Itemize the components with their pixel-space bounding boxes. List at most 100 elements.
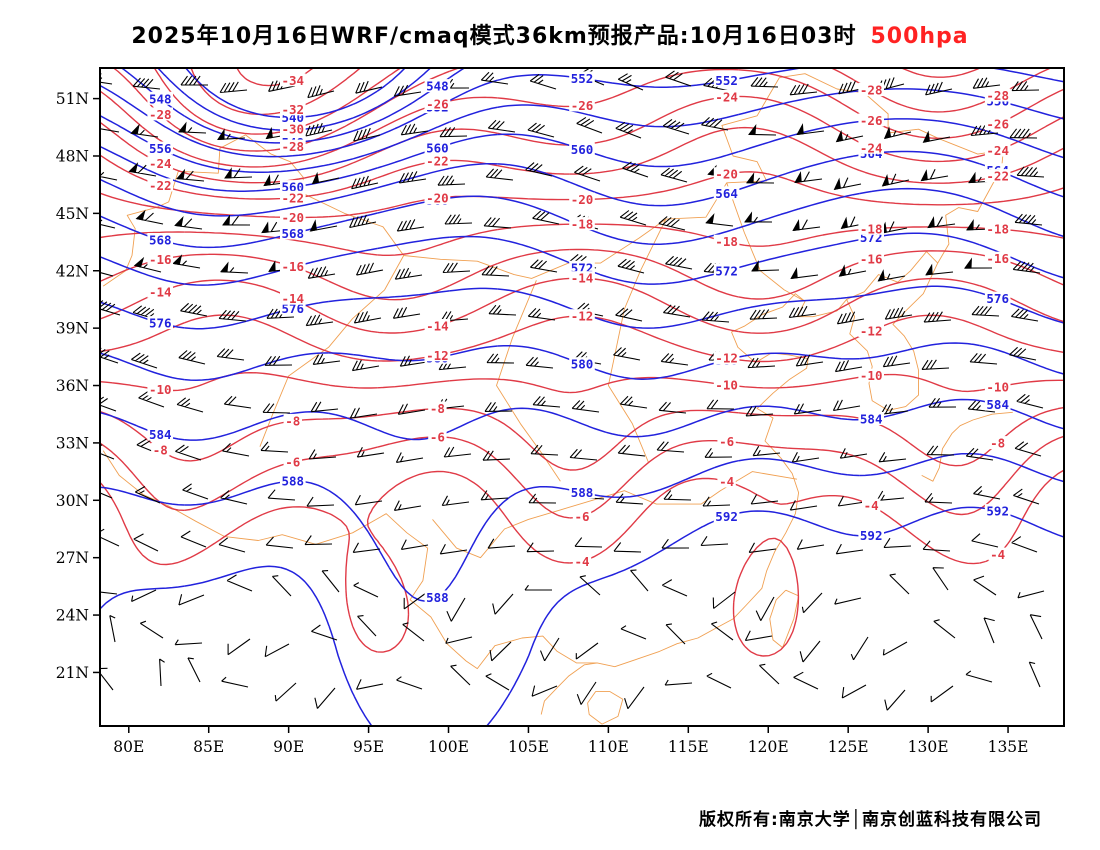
temp-contour-label-bg bbox=[858, 113, 884, 127]
temp-contour-label-bg bbox=[569, 271, 595, 285]
temp-contour-label-bg bbox=[717, 434, 736, 448]
temp-contour-label-bg bbox=[988, 547, 1007, 561]
temp-contour-label: -4 bbox=[574, 554, 589, 569]
temp-contour-label: -16 bbox=[860, 251, 883, 266]
temp-contour-label: -22 bbox=[986, 169, 1009, 184]
temp-contour-label: -10 bbox=[715, 377, 738, 392]
temp-contour-label: -28 bbox=[986, 88, 1009, 103]
coastline bbox=[587, 691, 624, 725]
coastline bbox=[607, 218, 667, 463]
lon-axis-label: 90E bbox=[273, 738, 304, 756]
temp-contour-label-bg bbox=[569, 217, 595, 231]
temp-contour bbox=[190, 67, 361, 116]
title-level: 500hpa bbox=[870, 24, 969, 49]
temp-contour bbox=[99, 406, 1065, 471]
height-contour-label-bg bbox=[569, 357, 595, 371]
height-contour-label: 552 bbox=[571, 71, 594, 86]
lon-axis-label: 105E bbox=[508, 738, 549, 756]
temp-contour-label: -8 bbox=[990, 436, 1005, 451]
height-contour-label: 592 bbox=[986, 504, 1009, 519]
height-contour-label-bg bbox=[984, 291, 1011, 305]
temp-contour-label-bg bbox=[572, 554, 592, 568]
temp-contour-label: -22 bbox=[426, 154, 449, 169]
temp-contour-label-bg bbox=[424, 97, 451, 110]
temp-contour-label: -4 bbox=[719, 474, 734, 489]
coastline bbox=[496, 280, 561, 482]
lon-axis-label: 135E bbox=[988, 738, 1029, 756]
title-text: 2025年10月16日WRF/cmaq模式36km预报产品:10月16日03时 bbox=[131, 24, 857, 49]
temp-contour-label: -22 bbox=[282, 190, 305, 205]
height-contour-label: 560 bbox=[571, 142, 594, 157]
temp-contour-label-bg bbox=[280, 102, 306, 116]
temp-contour-label: -20 bbox=[426, 191, 449, 206]
height-contour-label: 564 bbox=[715, 186, 738, 201]
lat-axis-label: 51N bbox=[56, 90, 89, 108]
temp-contour-label: -24 bbox=[149, 156, 172, 171]
temp-contour-label-bg bbox=[717, 474, 736, 488]
height-contour-label: 592 bbox=[860, 528, 883, 543]
temp-contour-label: -24 bbox=[860, 140, 883, 155]
temp-contour-label-bg bbox=[569, 192, 595, 206]
temp-contour-label: -14 bbox=[426, 319, 449, 334]
lat-axis-label: 21N bbox=[56, 664, 89, 682]
temp-contour-label: -20 bbox=[282, 210, 305, 225]
lon-axis-label: 130E bbox=[908, 738, 949, 756]
temp-contour-label: -24 bbox=[715, 89, 738, 104]
height-contour-label-bg bbox=[569, 260, 595, 274]
lat-axis-label: 27N bbox=[56, 549, 89, 567]
temp-contour-label-bg bbox=[280, 259, 306, 273]
height-contour-label: 588 bbox=[571, 485, 594, 500]
height-contour-label-bg bbox=[424, 590, 451, 604]
temp-contour-label: -14 bbox=[571, 271, 594, 286]
height-contour-label-bg bbox=[147, 141, 173, 155]
temp-contour-label-bg bbox=[280, 122, 306, 136]
height-contour-label-bg bbox=[984, 397, 1011, 411]
chart-title: 2025年10月16日WRF/cmaq模式36km预报产品:10月16日03时 5… bbox=[0, 18, 1100, 50]
temp-contour-label-bg bbox=[147, 382, 173, 396]
coastline bbox=[540, 293, 838, 715]
temp-contour-label-bg bbox=[147, 107, 173, 121]
temp-contour-label-bg bbox=[147, 178, 173, 192]
coastline bbox=[921, 411, 1013, 482]
temp-contour-label-bg bbox=[713, 89, 740, 103]
height-contour-label-bg bbox=[147, 91, 173, 105]
temp-contour-label-bg bbox=[858, 83, 884, 97]
temp-contour-label-bg bbox=[147, 252, 173, 266]
temp-contour-label-bg bbox=[984, 88, 1011, 102]
height-contour-label: 576 bbox=[986, 291, 1009, 306]
temp-contour-label-bg bbox=[984, 117, 1011, 131]
lat-axis-label: 42N bbox=[56, 262, 89, 280]
lon-axis-label: 110E bbox=[588, 738, 629, 756]
temp-contour-label-bg bbox=[858, 324, 884, 338]
coastline bbox=[259, 255, 405, 447]
temp-contour-label-bg bbox=[147, 156, 173, 170]
height-contour-label-bg bbox=[280, 226, 306, 240]
temp-contour-label-bg bbox=[283, 454, 302, 468]
height-contour-label-bg bbox=[569, 142, 595, 156]
height-contour-label-bg bbox=[569, 71, 595, 85]
contour-labels-group: 5405445485485485525525525565565565605605… bbox=[147, 71, 1011, 605]
temp-contour-label-bg bbox=[151, 442, 170, 456]
temp-contour-label: -34 bbox=[282, 73, 305, 88]
temp-contour-label: -16 bbox=[149, 252, 172, 267]
height-contour-label-bg bbox=[858, 412, 884, 425]
temp-contour-label-bg bbox=[984, 379, 1011, 393]
temp-contour-label: -18 bbox=[860, 221, 883, 236]
temp-contour-label-bg bbox=[713, 167, 740, 181]
lon-axis-label: 120E bbox=[748, 738, 789, 756]
height-contour-label: 560 bbox=[426, 140, 449, 155]
temp-contour-label: -30 bbox=[282, 122, 305, 137]
temp-contour-label: -20 bbox=[571, 192, 594, 207]
temp-contour-label: -26 bbox=[986, 117, 1009, 132]
temp-contour-label: -18 bbox=[986, 222, 1009, 237]
temp-contour-label: -6 bbox=[285, 454, 300, 469]
height-contour-label: 588 bbox=[282, 474, 305, 489]
height-contour bbox=[99, 398, 1065, 441]
temp-contour-label: -12 bbox=[571, 309, 594, 324]
coastline bbox=[102, 77, 780, 287]
temp-contour-label-bg bbox=[858, 251, 884, 265]
temp-contour-label: -18 bbox=[571, 217, 594, 232]
temp-contour-label-bg bbox=[428, 429, 447, 443]
